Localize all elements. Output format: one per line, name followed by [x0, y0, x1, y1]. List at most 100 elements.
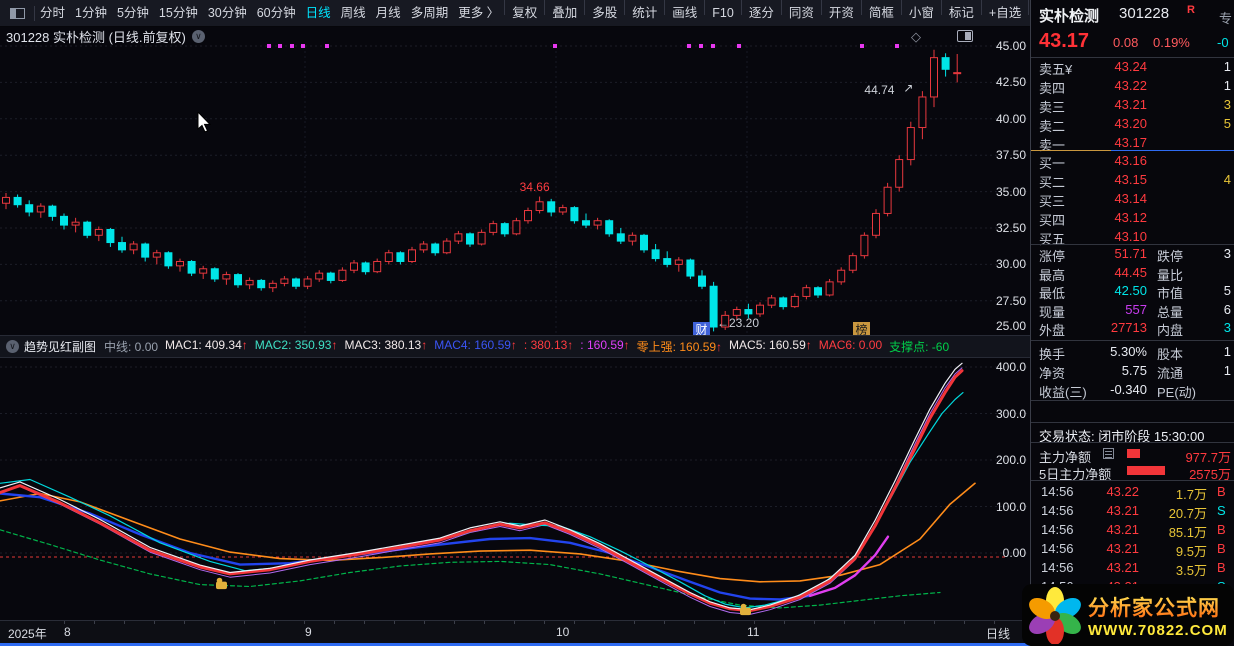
toolbar-item-period[interactable]: 1分钟 — [75, 5, 107, 20]
period-label[interactable]: 日线 — [986, 627, 1011, 641]
toolbar-item-period[interactable]: 15分钟 — [158, 5, 198, 20]
candle-body — [582, 220, 590, 226]
up-arrow-icon: ↑ — [716, 340, 723, 354]
list-icon[interactable] — [1103, 448, 1114, 459]
toolbar-item-tool[interactable]: 复权 — [512, 5, 538, 20]
bottom-scroll-strip[interactable] — [0, 643, 1030, 646]
price-axis-label: 45.00 — [995, 39, 1026, 53]
toolbar-item-tool[interactable]: 画线 — [672, 5, 698, 20]
stat-label: 最低 — [1039, 286, 1066, 301]
candle-body — [872, 212, 880, 236]
stat-value: 42.50 — [1114, 283, 1147, 298]
toolbar-item-tool[interactable]: F10 — [712, 5, 734, 20]
margin-flag: R — [1187, 4, 1195, 16]
panel-toggle-icon[interactable] — [957, 30, 973, 42]
stat-label: 外盘 — [1039, 323, 1066, 338]
toolbar-separator — [664, 0, 666, 15]
stat-label: 股本 — [1157, 347, 1184, 362]
stat-label: 换手 — [1039, 347, 1066, 362]
candle-body — [176, 260, 184, 267]
candle-body — [431, 243, 440, 254]
toolbar-separator — [980, 0, 982, 15]
order-book-row-ask[interactable]: 卖一 43.17 — [1031, 134, 1234, 153]
year-label: 2025年 — [8, 627, 47, 641]
toolbar-item-tool[interactable]: 叠加 — [552, 5, 578, 20]
toolbar-item-period[interactable]: 更多 〉 — [458, 5, 500, 20]
toolbar-item-tool[interactable]: +自选 — [988, 5, 1022, 20]
tick-volume: 20.7万 — [1168, 506, 1207, 521]
watermark: 分析家公式网 WWW.70822.COM — [1022, 584, 1234, 646]
chart-tag-button[interactable]: 财 — [693, 322, 710, 338]
toolbar-item-period[interactable]: 5分钟 — [116, 5, 149, 20]
candle-body — [361, 262, 370, 273]
thumb-marker — [216, 577, 227, 590]
order-book-row-ask[interactable]: 卖四 43.22 1 — [1031, 77, 1234, 96]
order-book-row-ask[interactable]: 卖三 43.21 3 — [1031, 96, 1234, 115]
toolbar-item-tool[interactable]: 开资 — [828, 5, 854, 20]
tick-side: B — [1217, 522, 1226, 537]
axis-tick — [334, 621, 335, 624]
indicator-value: : 160.59↑ — [580, 338, 630, 352]
indicator-line-purple — [0, 367, 963, 615]
stat-label: 涨停 — [1039, 249, 1066, 264]
order-book-row-bid[interactable]: 买三 43.14 — [1031, 190, 1234, 209]
order-book-row-bid[interactable]: 买四 43.12 — [1031, 209, 1234, 228]
axis-tick — [214, 621, 215, 624]
clipped-tab-text: 专 — [1219, 11, 1233, 26]
axis-tick — [184, 621, 185, 624]
candle-body — [36, 205, 45, 213]
watermark-url[interactable]: WWW.70822.COM — [1088, 621, 1228, 639]
toolbar-item-tool[interactable]: 多股 — [592, 5, 618, 20]
net5-label[interactable]: 5日主力净额 — [1039, 467, 1112, 482]
toolbar-item-tool[interactable]: 统计 — [632, 5, 658, 20]
layout-toggle-icon[interactable] — [10, 7, 25, 19]
toolbar-item-tool[interactable]: 标记 — [948, 5, 974, 20]
stats-row: 涨停 51.71 跌停 3 — [1031, 245, 1234, 264]
axis-tick — [304, 621, 305, 624]
order-book-row-bid[interactable]: 买五 43.10 — [1031, 228, 1234, 247]
order-book-row-ask[interactable]: 卖五¥ 43.24 1 — [1031, 58, 1234, 77]
toolbar-item-tool[interactable]: 简框 — [868, 5, 894, 20]
toolbar-item-tool[interactable]: 逐分 — [748, 5, 774, 20]
indicator-line-green-dashed — [0, 529, 941, 609]
candle-body — [222, 274, 231, 280]
tick-volume: 85.1万 — [1168, 525, 1207, 540]
chart-tag-button[interactable]: 榜 — [853, 322, 870, 338]
stat-value: 5.30% — [1110, 344, 1147, 359]
toolbar-item-tool[interactable]: 小窗 — [908, 5, 934, 20]
stat-value: -0.340 — [1110, 382, 1147, 397]
candle-body — [442, 240, 451, 254]
indicator-name[interactable]: 趋势见红副图 — [24, 340, 97, 354]
indicator-value: 支撑点: -60 — [889, 340, 950, 354]
toolbar-item-period[interactable]: 周线 — [340, 5, 366, 20]
axis-tick — [634, 621, 635, 624]
order-book-row-bid[interactable]: 买一 43.16 — [1031, 152, 1234, 171]
signal-dot — [860, 44, 864, 48]
toolbar-item-period[interactable]: 多周期 — [410, 5, 449, 20]
toolbar-item-period[interactable]: 日线 — [305, 5, 331, 20]
stat-value: 557 — [1125, 302, 1147, 317]
indicator-collapse-icon[interactable]: ∨ — [6, 340, 19, 353]
stat-value-clipped: 5 — [1223, 283, 1231, 298]
indicator-line-orange — [0, 482, 976, 583]
axis-tick — [154, 621, 155, 624]
toolbar-item-period[interactable]: 60分钟 — [256, 5, 296, 20]
candle-body — [152, 252, 161, 258]
book-volume: 1 — [1223, 59, 1231, 74]
axis-tick — [874, 621, 875, 624]
candle-body — [825, 281, 834, 296]
chevron-down-icon[interactable]: ∨ — [191, 29, 205, 43]
order-book-row-bid[interactable]: 买二 43.15 4 — [1031, 171, 1234, 190]
main-net-label[interactable]: 主力净额 — [1039, 450, 1092, 465]
book-price: 43.14 — [1114, 191, 1147, 206]
diamond-icon[interactable]: ◇ — [911, 29, 921, 44]
axis-tick — [64, 621, 65, 624]
order-book-row-ask[interactable]: 卖二 43.20 5 — [1031, 115, 1234, 134]
toolbar-item-period[interactable]: 分时 — [40, 5, 66, 20]
candle-body — [2, 196, 10, 204]
toolbar-item-period[interactable]: 月线 — [375, 5, 401, 20]
tick-side: B — [1217, 541, 1226, 556]
toolbar-item-tool[interactable]: 同资 — [788, 5, 814, 20]
toolbar-item-period[interactable]: 30分钟 — [207, 5, 247, 20]
